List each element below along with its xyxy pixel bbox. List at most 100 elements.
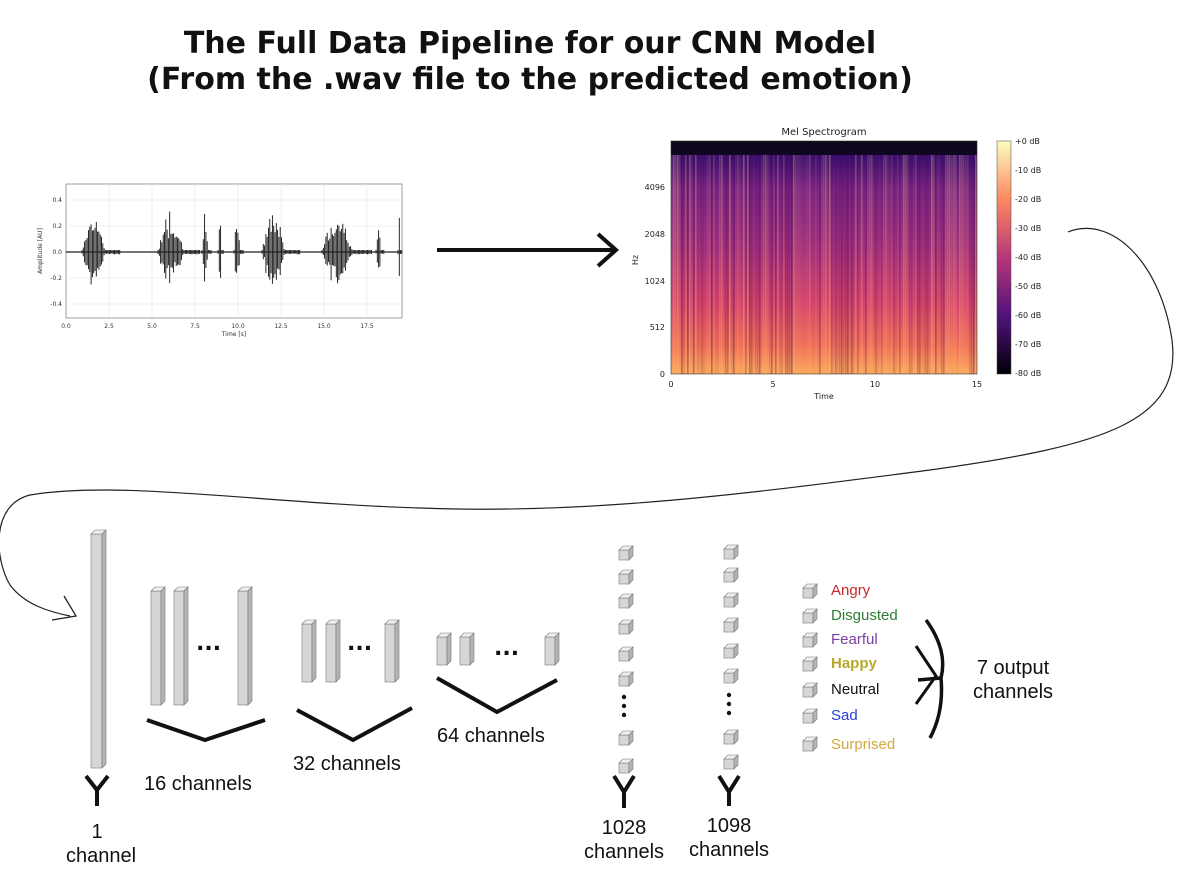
waveform-plot: 0.4 0.2 0.0 -0.2 -0.4 0.0 2.5 5.0 7.5 10…: [37, 183, 403, 338]
spectrogram-column: [677, 155, 679, 374]
spectrogram-column: [791, 155, 793, 374]
spectrogram-column: [825, 155, 827, 374]
spectrogram-column: [933, 155, 935, 374]
spectrogram-xtick: 10: [870, 380, 880, 389]
spectrogram-column: [721, 155, 723, 374]
spectrogram-column: [969, 155, 971, 374]
spectrogram-column: [745, 155, 747, 374]
spectrogram-column: [949, 155, 951, 374]
spectrogram-column: [861, 155, 863, 374]
spectrogram-column: [775, 155, 777, 374]
spectrogram-column: [807, 155, 809, 374]
output-node: [802, 682, 818, 698]
layer-label-16: 16 channels: [144, 773, 252, 795]
output-label-line2: channels: [972, 681, 1054, 703]
cnn-layers: [90, 529, 818, 774]
spectrogram-column: [819, 155, 821, 374]
waveform-xtick: 15.0: [317, 323, 331, 330]
spectrogram-column: [889, 155, 891, 374]
colorbar-tick: -60 dB: [1015, 311, 1041, 320]
spectrogram-ytick: 2048: [645, 230, 665, 239]
spectrogram-column: [707, 155, 709, 374]
spectrogram-column: [905, 155, 907, 374]
spectrogram-column: [803, 155, 805, 374]
spectrogram-xtick: 5: [770, 380, 775, 389]
layer-16-slab: [173, 586, 189, 706]
spectrogram-column: [681, 155, 683, 374]
layer-64-slab: [544, 632, 560, 666]
spectrogram-column: [761, 155, 763, 374]
spectrogram-column: [921, 155, 923, 374]
colorbar-tick: -10 dB: [1015, 166, 1041, 175]
output-node: [802, 583, 818, 599]
spectrogram-column: [959, 155, 961, 374]
spectrogram-column: [951, 155, 953, 374]
waveform-xtick: 2.5: [104, 323, 114, 330]
spectrogram-column: [973, 155, 975, 374]
spectrogram-column: [971, 155, 973, 374]
spectrogram-column: [715, 155, 717, 374]
colorbar-tick: -30 dB: [1015, 224, 1041, 233]
spectrogram-column: [679, 155, 681, 374]
waveform-xtick: 0.0: [61, 323, 71, 330]
layer-32-slab: [384, 619, 400, 683]
spectrogram-column: [967, 155, 969, 374]
spectrogram-column: [867, 155, 869, 374]
spectrogram-column: [917, 155, 919, 374]
spectrogram-column: [821, 155, 823, 374]
output-brace: [917, 618, 945, 739]
layer-label-1-unit: channel: [66, 845, 137, 867]
spectrogram-column: [843, 155, 845, 374]
spectrogram-column: [887, 155, 889, 374]
spectrogram-xlabel: Time: [813, 392, 834, 401]
layer-32-slab: [301, 619, 317, 683]
spectrogram-ylabel: Hz: [631, 255, 640, 265]
spectrogram-column: [683, 155, 685, 374]
spectrogram-column: [965, 155, 967, 374]
spectrogram-column: [901, 155, 903, 374]
spectrogram-column: [671, 155, 673, 374]
spectrogram-column: [771, 155, 773, 374]
spectrogram-column: [909, 155, 911, 374]
spectrogram-column: [853, 155, 855, 374]
brace-64: [436, 676, 558, 715]
spectrogram-column: [805, 155, 807, 374]
spectrogram-image: [671, 141, 977, 374]
layer-label-1098-unit: channels: [688, 839, 770, 861]
spectrogram-column: [865, 155, 867, 374]
spectrogram-column: [689, 155, 691, 374]
spectrogram-xtick: 15: [972, 380, 982, 389]
spectrogram-column: [963, 155, 965, 374]
spectrogram-column: [727, 155, 729, 374]
spectrogram-column: [877, 155, 879, 374]
emotion-label-surprised: Surprised: [831, 736, 896, 753]
waveform-xtick: 17.5: [360, 323, 374, 330]
spectrogram-column: [919, 155, 921, 374]
layer-16-slab: [150, 586, 166, 706]
spectrogram-column: [941, 155, 943, 374]
spectrogram-column: [881, 155, 883, 374]
layer-label-1028-count: 1028: [601, 817, 647, 839]
layer-1028-node: [618, 569, 634, 585]
brace-32: [296, 706, 413, 743]
spectrogram-column: [833, 155, 835, 374]
spectrogram-column: [837, 155, 839, 374]
spectrogram-column: [717, 155, 719, 374]
spectrogram-column: [799, 155, 801, 374]
spectrogram-column: [915, 155, 917, 374]
brace-16: [146, 718, 266, 743]
spectrogram-column: [939, 155, 941, 374]
spectrogram-column: [911, 155, 913, 374]
spectrogram-column: [691, 155, 693, 374]
colorbar-tick: -20 dB: [1015, 195, 1041, 204]
spectrogram-column: [801, 155, 803, 374]
spectrogram-column: [723, 155, 725, 374]
layer-1098-node: [723, 668, 739, 684]
spectrogram-column: [849, 155, 851, 374]
colorbar-tick: -50 dB: [1015, 282, 1041, 291]
spectrogram-column: [829, 155, 831, 374]
waveform-ytick: -0.4: [50, 301, 62, 308]
spectrogram-column: [927, 155, 929, 374]
spectrogram-column: [931, 155, 933, 374]
